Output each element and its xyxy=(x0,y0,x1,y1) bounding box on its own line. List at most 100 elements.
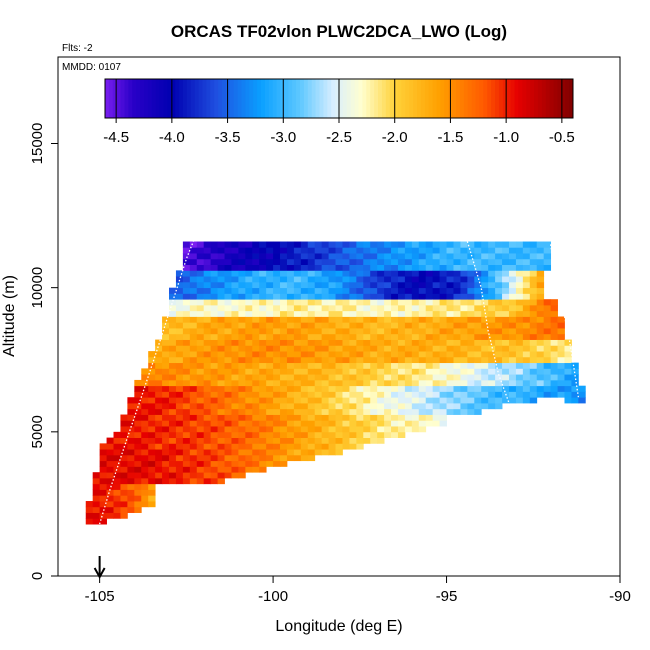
heatmap-cell xyxy=(328,356,336,364)
heatmap-cell xyxy=(529,264,538,271)
heatmap-cell xyxy=(384,374,392,381)
colorbar-segment xyxy=(346,79,352,118)
heatmap-cell xyxy=(342,322,350,329)
heatmap-cell xyxy=(169,328,177,335)
heatmap-cell xyxy=(307,270,316,277)
heatmap-cell xyxy=(196,437,205,444)
heatmap-cell xyxy=(349,328,357,335)
heatmap-cell xyxy=(141,449,149,456)
heatmap-cell xyxy=(300,437,309,444)
heatmap-cell xyxy=(522,356,531,364)
heatmap-cell xyxy=(314,241,323,248)
heatmap-cell xyxy=(377,356,385,364)
heatmap-cell xyxy=(300,281,309,289)
heatmap-cell xyxy=(543,351,552,358)
heatmap-cell xyxy=(175,328,184,335)
heatmap-cell xyxy=(189,253,198,260)
heatmap-cell xyxy=(210,247,218,254)
heatmap-cell xyxy=(342,379,350,387)
heatmap-cell xyxy=(286,333,295,340)
heatmap-cell xyxy=(182,403,191,410)
heatmap-cell xyxy=(286,408,295,415)
heatmap-cell xyxy=(224,460,232,467)
heatmap-cell xyxy=(495,391,503,398)
heatmap-cell xyxy=(224,408,232,415)
heatmap-cell xyxy=(363,379,371,387)
heatmap-cell xyxy=(550,391,558,398)
heatmap-cell xyxy=(245,449,253,456)
heatmap-cell xyxy=(474,241,482,248)
heatmap-cell xyxy=(266,368,274,375)
heatmap-cell xyxy=(182,270,191,277)
heatmap-cell xyxy=(293,374,302,381)
heatmap-cell xyxy=(349,408,357,415)
heatmap-cell xyxy=(356,270,364,277)
heatmap-cell xyxy=(536,281,545,289)
heatmap-cell xyxy=(169,351,177,358)
heatmap-cell xyxy=(543,258,552,265)
heatmap-cell xyxy=(286,339,295,346)
heatmap-cell xyxy=(446,299,454,306)
heatmap-cell xyxy=(474,281,482,289)
heatmap-cell xyxy=(467,322,475,329)
heatmap-cell xyxy=(432,333,441,340)
heatmap-cell xyxy=(293,328,302,335)
heatmap-cell xyxy=(238,304,246,312)
heatmap-cell xyxy=(127,472,135,479)
colorbar-segment xyxy=(296,79,301,118)
colorbar-segment xyxy=(108,79,114,118)
heatmap-cell xyxy=(321,356,329,364)
heatmap-cell xyxy=(245,368,253,375)
heatmap-cell xyxy=(488,310,496,317)
heatmap-cell xyxy=(397,328,406,335)
heatmap-cell xyxy=(210,385,218,392)
heatmap-cell xyxy=(273,247,281,254)
heatmap-cell xyxy=(189,414,198,421)
heatmap-cell xyxy=(224,449,232,456)
heatmap-cell xyxy=(182,443,191,450)
colorbar-segment xyxy=(292,79,297,118)
heatmap-cell xyxy=(335,397,343,404)
heatmap-cell xyxy=(189,247,198,254)
colorbar-tick-label: -4.5 xyxy=(103,129,129,146)
heatmap-cell xyxy=(273,449,281,456)
heatmap-cell xyxy=(578,385,586,392)
heatmap-cell xyxy=(474,374,482,381)
colorbar-segment xyxy=(327,79,332,118)
heatmap-cell xyxy=(203,368,212,375)
heatmap-cell xyxy=(502,333,510,340)
heatmap-cell xyxy=(377,414,385,421)
heatmap-cell xyxy=(515,264,524,271)
heatmap-cell xyxy=(439,299,447,306)
heatmap-cell xyxy=(203,299,212,306)
heatmap-cell xyxy=(411,304,420,312)
heatmap-cell xyxy=(155,385,163,392)
colorbar-segment xyxy=(311,79,317,118)
heatmap-cell xyxy=(259,276,267,283)
heatmap-cell xyxy=(474,333,482,340)
heatmap-cell xyxy=(363,374,371,381)
heatmap-cell xyxy=(460,276,468,283)
heatmap-cell xyxy=(571,379,579,387)
heatmap-cell xyxy=(495,304,503,312)
colorbar-segment xyxy=(339,79,344,118)
heatmap-cell xyxy=(557,356,565,364)
heatmap-cell xyxy=(245,431,253,438)
heatmap-cell xyxy=(259,397,267,404)
heatmap-cell xyxy=(411,264,420,271)
heatmap-cell xyxy=(384,351,392,358)
heatmap-cell xyxy=(481,264,489,271)
heatmap-cell xyxy=(162,414,170,421)
heatmap-cell xyxy=(141,466,149,473)
heatmap-cell xyxy=(321,368,329,375)
heatmap-cell xyxy=(321,293,329,300)
heatmap-cell xyxy=(439,333,447,340)
heatmap-cell xyxy=(120,472,128,479)
heatmap-cell xyxy=(370,368,378,375)
heatmap-cell xyxy=(377,270,385,277)
heatmap-cell xyxy=(245,310,253,317)
colorbar-segment xyxy=(487,79,492,118)
colorbar-segment xyxy=(249,79,254,118)
heatmap-cell xyxy=(273,408,281,415)
colorbar-segment xyxy=(424,79,430,118)
